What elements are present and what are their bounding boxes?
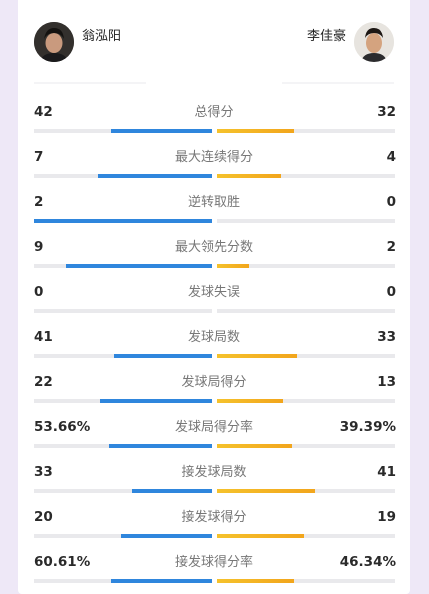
stat-left-value: 53.66% — [34, 419, 91, 435]
stat-right-value: 2 — [386, 239, 396, 255]
player-left-avatar[interactable] — [34, 22, 74, 62]
stat-left-value: 7 — [34, 149, 44, 165]
stat-left-value: 41 — [34, 329, 53, 345]
stat-left-track — [34, 309, 212, 313]
header-divider-right — [282, 82, 394, 84]
stat-right-bar — [217, 579, 294, 583]
stat-right-bar — [217, 534, 304, 538]
stat-right-track — [217, 129, 395, 133]
stat-label: 接发球得分 — [181, 510, 247, 525]
stat-left-bar — [109, 444, 212, 448]
stat-left-value: 42 — [34, 104, 53, 120]
stat-row: 9 最大领先分数 2 — [18, 230, 410, 275]
stat-row: 22 发球局得分 13 — [18, 365, 410, 410]
player-left[interactable]: 翁泓阳 — [34, 22, 121, 62]
person-icon — [34, 22, 74, 62]
stat-right-value: 4 — [386, 149, 396, 165]
stat-left-bar — [66, 264, 212, 268]
stat-label: 总得分 — [194, 105, 234, 120]
stat-left-value: 9 — [34, 239, 44, 255]
stat-left-value: 33 — [34, 464, 53, 480]
header-divider-left — [34, 82, 146, 84]
stat-left-value: 0 — [34, 284, 44, 300]
stat-label: 发球局得分率 — [174, 420, 253, 435]
stat-left-track — [34, 399, 212, 403]
stat-right-value: 0 — [386, 194, 396, 210]
player-right-avatar[interactable] — [354, 22, 394, 62]
stat-label: 发球失误 — [187, 285, 240, 300]
stat-right-track — [217, 309, 395, 313]
stat-left-value: 2 — [34, 194, 44, 210]
stat-left-bar — [121, 534, 212, 538]
stat-right-bar — [217, 129, 294, 133]
stat-row: 2 逆转取胜 0 — [18, 185, 410, 230]
stat-right-bar — [217, 264, 249, 268]
stat-right-track — [217, 579, 395, 583]
stat-label: 逆转取胜 — [187, 195, 240, 210]
stat-right-value: 32 — [377, 104, 396, 120]
stat-right-value: 41 — [377, 464, 396, 480]
stat-row: 41 发球局数 33 — [18, 320, 410, 365]
stat-row: 53.66% 发球局得分率 39.39% — [18, 410, 410, 455]
stat-right-bar — [217, 489, 315, 493]
stat-right-track — [217, 219, 395, 223]
stat-left-bar — [111, 579, 212, 583]
stat-row: 42 总得分 32 — [18, 95, 410, 140]
stat-left-track — [34, 219, 212, 223]
stat-right-track — [217, 534, 395, 538]
stat-label: 最大连续得分 — [174, 150, 253, 165]
player-right[interactable]: 李佳豪 — [307, 22, 394, 62]
stat-right-track — [217, 444, 395, 448]
stat-right-track — [217, 399, 395, 403]
stat-label: 发球局得分 — [181, 375, 247, 390]
stat-left-track — [34, 534, 212, 538]
stat-left-track — [34, 129, 212, 133]
stat-row: 60.61% 接发球得分率 46.34% — [18, 545, 410, 590]
stat-right-track — [217, 174, 395, 178]
stat-right-value: 13 — [377, 374, 396, 390]
stat-left-bar — [100, 399, 212, 403]
stat-right-bar — [217, 174, 281, 178]
stat-left-track — [34, 489, 212, 493]
stat-right-track — [217, 354, 395, 358]
stat-right-bar — [217, 399, 283, 403]
player-left-name: 翁泓阳 — [82, 29, 122, 44]
stat-left-bar — [111, 129, 212, 133]
stat-left-track — [34, 264, 212, 268]
stat-row: 0 发球失误 0 — [18, 275, 410, 320]
stat-row: 20 接发球得分 19 — [18, 500, 410, 545]
stat-left-track — [34, 354, 212, 358]
stat-right-bar — [217, 354, 297, 358]
stat-right-track — [217, 264, 395, 268]
stat-right-value: 46.34% — [339, 554, 396, 570]
player-right-name: 李佳豪 — [306, 29, 346, 44]
stat-right-value: 19 — [377, 509, 396, 525]
stat-left-track — [34, 444, 212, 448]
stat-left-value: 22 — [34, 374, 53, 390]
stat-left-value: 20 — [34, 509, 53, 525]
match-stats-card: 翁泓阳 李佳豪 42 总得分 32 7 最大连续得分 4 2 逆转取胜 0 9 最大领先分数 2 0 发球… — [18, 0, 410, 594]
stat-left-bar — [34, 219, 212, 223]
stat-label: 接发球局数 — [181, 465, 247, 480]
stat-label: 发球局数 — [187, 330, 240, 345]
stat-right-value: 39.39% — [339, 419, 396, 435]
person-icon — [354, 22, 394, 62]
stat-label: 最大领先分数 — [174, 240, 253, 255]
stat-row: 7 最大连续得分 4 — [18, 140, 410, 185]
stat-left-bar — [132, 489, 212, 493]
stat-right-bar — [217, 444, 292, 448]
stat-left-track — [34, 579, 212, 583]
stat-left-value: 60.61% — [34, 554, 91, 570]
stat-label: 接发球得分率 — [174, 555, 253, 570]
stat-right-track — [217, 489, 395, 493]
stat-left-track — [34, 174, 212, 178]
stat-right-value: 33 — [377, 329, 396, 345]
stat-row: 33 接发球局数 41 — [18, 455, 410, 500]
stat-left-bar — [114, 354, 212, 358]
stat-left-bar — [98, 174, 212, 178]
stat-right-value: 0 — [386, 284, 396, 300]
